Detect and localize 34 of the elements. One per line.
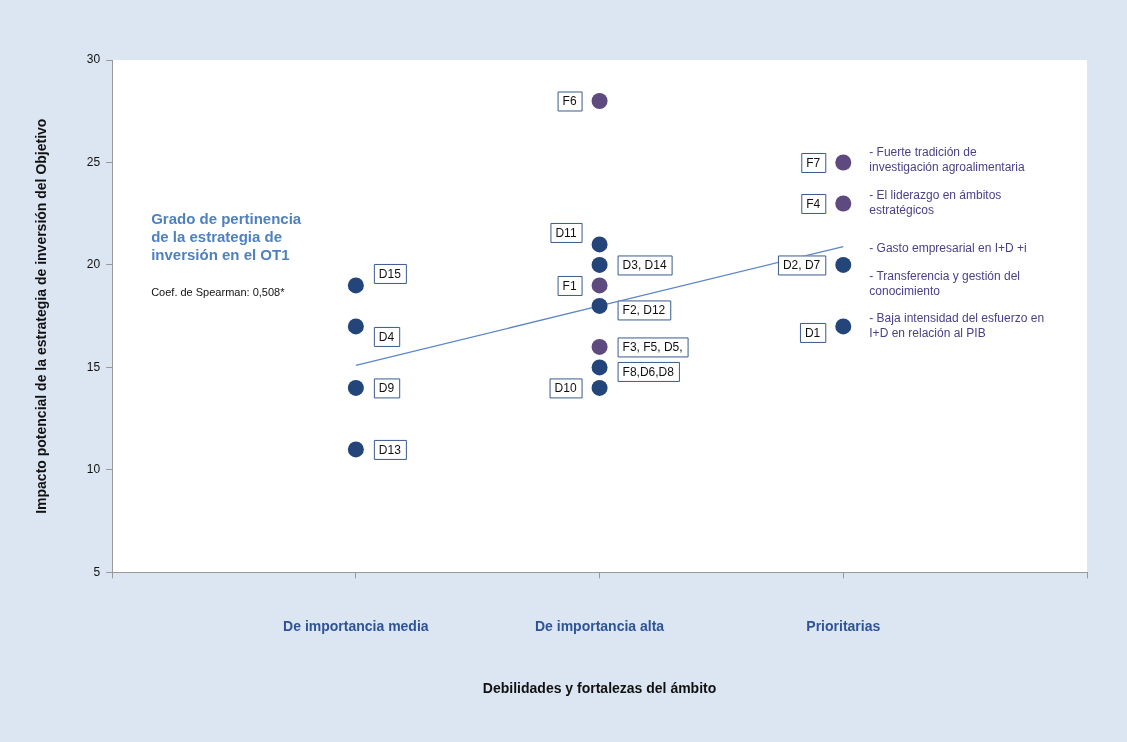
annotation: D10	[554, 381, 577, 396]
y-tick-label: 15	[86, 359, 101, 374]
annotation: D2, D7	[782, 258, 821, 273]
annotation: - Gasto empresarial en I+D +i	[869, 241, 1027, 256]
annotation: F3, F5, D5,	[622, 340, 683, 355]
x-tick-label: Prioritarias	[806, 617, 881, 634]
y-tick-label: 10	[86, 462, 101, 477]
annotation: F8,D6,D8	[622, 364, 675, 379]
annotation: D1	[804, 325, 821, 340]
x-tick-label: De importancia alta	[535, 617, 665, 634]
annotation: F4	[806, 196, 821, 211]
annotation: F2, D12	[622, 303, 666, 318]
x-tick-label: De importancia media	[283, 617, 429, 634]
annotation: F1	[562, 278, 577, 293]
y-tick-label: 25	[86, 154, 101, 169]
x-axis-title: Debilidades y fortalezas del ámbito	[482, 680, 717, 697]
annotation: Coef. de Spearman: 0,508*	[151, 285, 286, 298]
annotation: D4	[378, 329, 395, 344]
y-tick-label: 20	[86, 257, 101, 272]
annotation: - El liderazgo en ámbitos estratégicos	[869, 187, 1002, 217]
annotation: - Transferencia y gestión del conocimiento	[869, 269, 1021, 299]
annotation: D3, D14	[622, 258, 667, 273]
y-axis-title: Impacto potencial de la estrategia de inversión del Objetivo	[33, 118, 50, 514]
annotation: D13	[378, 442, 402, 457]
annotation: F6	[562, 94, 577, 109]
annotation: D15	[378, 266, 402, 281]
annotation: D9	[378, 381, 395, 396]
annotation: D11	[555, 225, 577, 240]
annotation: F7	[806, 155, 821, 170]
y-tick-label: 30	[86, 52, 101, 67]
annotation: - Baja intensidad del esfuerzo en I+D en relación al PIB	[869, 310, 1045, 340]
annotation: - Fuerte tradición de investigación agroalimentaria	[869, 144, 1026, 174]
y-tick-label: 5	[93, 564, 101, 579]
annotation: Grado de pertinencia de la estrategia de inversión en el OT1	[151, 209, 302, 263]
